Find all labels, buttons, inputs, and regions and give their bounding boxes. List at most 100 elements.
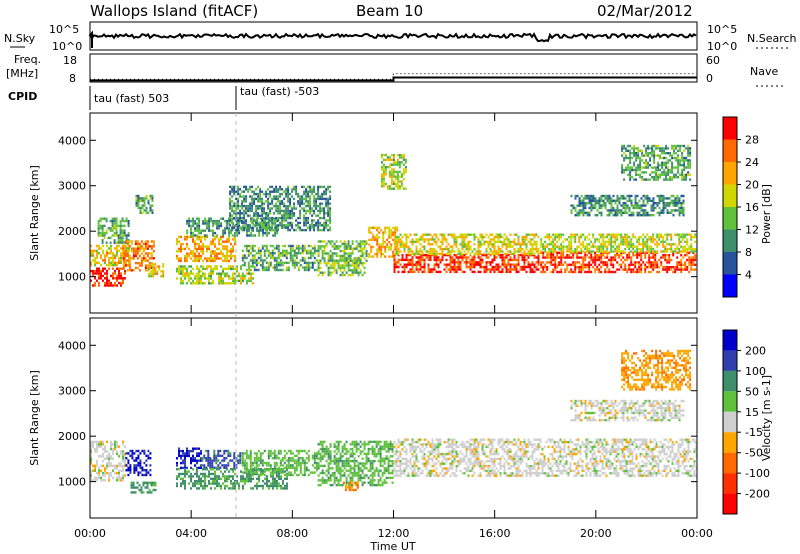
data-cell <box>397 238 400 241</box>
data-cell <box>433 247 436 251</box>
data-cell <box>262 229 265 232</box>
data-cell <box>141 204 144 207</box>
data-cell <box>245 188 248 191</box>
data-cell <box>114 281 116 285</box>
data-cell <box>97 234 100 237</box>
data-cell <box>647 164 650 167</box>
data-cell <box>602 204 605 207</box>
data-cell <box>654 258 657 262</box>
data-cell <box>148 267 151 271</box>
data-cell <box>600 250 603 253</box>
data-cell <box>257 247 260 250</box>
data-cell <box>146 491 149 494</box>
data-cell <box>287 188 290 191</box>
data-cell <box>578 268 581 271</box>
data-cell <box>636 240 639 244</box>
data-cell <box>222 270 224 273</box>
data-cell <box>112 254 114 257</box>
data-cell <box>651 154 654 157</box>
data-cell <box>245 221 248 225</box>
data-cell <box>98 476 100 480</box>
data-cell <box>208 265 210 268</box>
data-cell <box>390 182 393 186</box>
data-cell <box>461 252 464 256</box>
data-cell <box>216 224 219 228</box>
data-cell <box>455 265 458 269</box>
data-cell <box>133 471 136 474</box>
data-cell <box>112 450 114 453</box>
data-cell <box>608 233 611 236</box>
data-cell <box>634 245 637 248</box>
data-cell <box>636 238 639 241</box>
data-cell <box>124 249 127 253</box>
data-cell <box>411 240 414 244</box>
data-cell <box>529 268 532 271</box>
data-cell <box>315 214 318 217</box>
data-cell <box>380 161 383 164</box>
data-cell <box>339 245 342 248</box>
data-cell <box>245 247 248 250</box>
data-cell <box>293 252 296 255</box>
data-cell <box>671 161 674 164</box>
data-cell <box>554 263 557 266</box>
data-cell <box>184 254 186 258</box>
data-cell <box>513 256 516 259</box>
data-cell <box>660 240 663 244</box>
data-cell <box>683 161 686 164</box>
data-cell <box>612 270 615 274</box>
data-cell <box>359 269 362 272</box>
data-cell <box>128 254 131 258</box>
data-cell <box>303 207 306 210</box>
data-cell <box>670 243 673 246</box>
data-cell <box>146 240 149 243</box>
data-cell <box>329 212 332 215</box>
data-cell <box>98 252 100 255</box>
data-cell <box>665 164 668 167</box>
data-cell <box>625 168 628 172</box>
data-cell <box>267 200 270 203</box>
data-cell <box>566 245 569 248</box>
data-cell <box>305 261 308 264</box>
data-cell <box>475 261 478 264</box>
data-cell <box>646 233 649 236</box>
data-cell <box>102 479 104 482</box>
data-cell <box>449 256 452 259</box>
data-cell <box>380 173 383 176</box>
data-cell <box>137 194 140 198</box>
data-cell <box>206 247 208 251</box>
data-cell <box>291 261 294 264</box>
data-cell <box>108 279 110 282</box>
data-cell <box>652 247 655 251</box>
data-cell <box>129 469 132 472</box>
data-cell <box>190 252 192 255</box>
data-cell <box>640 214 643 217</box>
data-cell <box>694 268 697 271</box>
data-cell <box>279 202 282 205</box>
data-cell <box>392 250 395 253</box>
data-cell <box>654 251 657 254</box>
data-cell <box>271 202 274 205</box>
data-cell <box>491 268 494 271</box>
data-cell <box>198 222 201 225</box>
data-cell <box>465 243 468 246</box>
data-cell <box>556 240 559 244</box>
data-cell <box>94 476 96 480</box>
data-cell <box>666 202 669 205</box>
data-cell <box>409 247 412 251</box>
data-cell <box>445 240 448 244</box>
data-cell <box>295 254 298 257</box>
data-cell <box>645 171 648 174</box>
data-cell <box>656 263 659 266</box>
data-cell <box>120 274 122 278</box>
data-cell <box>588 197 591 200</box>
data-cell <box>113 231 116 235</box>
data-cell <box>98 455 100 458</box>
data-cell <box>198 252 200 255</box>
data-cell <box>568 247 571 251</box>
data-cell <box>287 224 290 227</box>
data-cell <box>390 158 393 162</box>
data-cell <box>202 272 204 275</box>
data-cell <box>402 177 405 181</box>
data-cell <box>263 216 266 220</box>
data-cell <box>200 231 203 235</box>
